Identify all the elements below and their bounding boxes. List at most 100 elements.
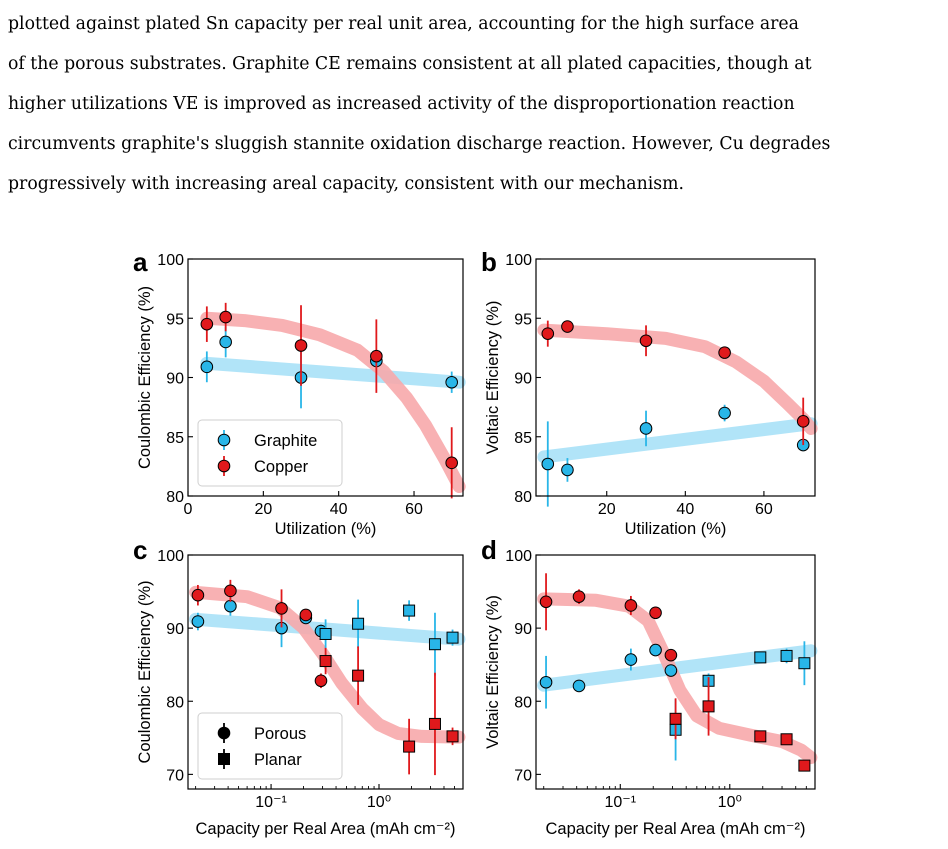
x-tick-label: 10⁰: [367, 794, 391, 811]
point-copper-porous: [299, 608, 313, 622]
paragraph-line: of the porous substrates. Graphite CE re…: [8, 54, 812, 74]
point-graphite-planar: [446, 631, 459, 644]
x-axis-label: Utilization (%): [625, 520, 727, 538]
y-tick-label: 90: [514, 371, 532, 388]
point-copper: [370, 349, 383, 363]
point-copper-planar: [403, 740, 416, 753]
plot-frame: [535, 554, 816, 790]
trend-band-copper: [189, 585, 466, 744]
y-tick-label: 100: [157, 548, 184, 565]
point-copper-planar: [319, 655, 332, 668]
point-copper: [561, 320, 574, 333]
point-graphite-porous: [649, 643, 662, 657]
point-graphite-planar: [798, 657, 811, 670]
x-tick-label: 60: [755, 501, 773, 518]
paragraph-line: circumvents graphite's sluggish stannite…: [8, 134, 831, 154]
x-tick-label: 20: [598, 501, 616, 518]
legend-marker: [218, 753, 230, 765]
legend-marker: [217, 459, 231, 473]
legend-label: Graphite: [254, 432, 317, 450]
x-axis-label: Utilization (%): [275, 520, 377, 538]
y-tick-label: 70: [166, 767, 184, 784]
panel-c: 70 80 90 100 10⁻¹ 10⁰ Capacity per Real Area (…: [133, 535, 466, 838]
trend-band-graphite: [537, 644, 818, 692]
point-graphite: [718, 406, 731, 420]
y-axis-label: Voltaic Efficiency (%): [484, 595, 502, 749]
point-copper-porous: [539, 595, 553, 609]
x-axis-label: Capacity per Real Area (mAh cm⁻²): [546, 820, 806, 838]
paragraph-line: progressively with increasing areal capa…: [8, 174, 684, 194]
panel-a: 80 85 90 95 100 0 20 40 60 Utilization (%) Coulomb…: [133, 247, 466, 538]
panel-b: 80 85 90 95 100 20 40 60 Utilization (%) Voltaic …: [481, 247, 818, 538]
point-graphite-porous: [539, 675, 553, 689]
point-graphite: [541, 457, 555, 471]
legend-box: [197, 419, 343, 487]
y-tick-label: 80: [166, 489, 184, 506]
point-copper: [200, 317, 214, 331]
point-graphite: [639, 422, 653, 435]
plot-frame: [535, 258, 816, 497]
point-graphite-porous: [572, 679, 586, 693]
legend-marker: [217, 433, 231, 447]
point-graphite: [445, 375, 458, 389]
y-tick-label: 70: [514, 767, 532, 784]
point-copper-porous: [572, 590, 586, 603]
x-tick-label: 10⁻¹: [604, 794, 636, 811]
paragraph-line: plotted against plated Sn capacity per r…: [8, 14, 799, 34]
y-tick-label: 90: [166, 621, 184, 638]
point-copper-porous: [649, 606, 662, 620]
y-tick-label: 80: [166, 694, 184, 711]
trend-band-graphite: [537, 417, 818, 464]
point-copper: [294, 339, 308, 352]
point-graphite-porous: [191, 615, 205, 628]
legend-label: Planar: [254, 751, 302, 769]
point-copper: [541, 327, 555, 340]
panel-letter: b: [481, 247, 497, 277]
point-copper-porous: [191, 588, 205, 602]
point-graphite: [561, 463, 574, 477]
point-graphite: [200, 360, 214, 374]
point-graphite-planar: [780, 649, 793, 662]
point-copper-planar: [780, 733, 793, 746]
x-tick-label: 60: [405, 501, 423, 518]
y-tick-label: 100: [505, 252, 532, 269]
point-copper-porous: [224, 584, 237, 598]
trend-band-graphite: [200, 356, 466, 389]
y-tick-label: 100: [505, 548, 532, 565]
body-paragraph: plotted against plated Sn capacity per r…: [8, 4, 944, 204]
panel-letter: a: [133, 247, 148, 277]
point-graphite-porous: [624, 653, 638, 666]
y-axis-label: Coulombic Efficiency (%): [136, 286, 154, 469]
panel-letter: d: [481, 535, 497, 565]
point-copper-planar: [702, 700, 715, 713]
point-graphite-planar: [319, 627, 332, 640]
y-tick-label: 90: [514, 621, 532, 638]
point-copper-planar: [428, 717, 441, 730]
point-copper-porous: [275, 602, 288, 615]
y-axis-label: Coulombic Efficiency (%): [136, 580, 154, 763]
paragraph-line: higher utilizations VE is improved as in…: [8, 94, 795, 114]
x-tick-label: 0: [184, 501, 193, 518]
point-copper: [639, 334, 653, 348]
y-tick-label: 85: [166, 430, 184, 447]
point-copper: [796, 415, 810, 428]
point-copper-porous: [624, 599, 638, 612]
point-copper-planar: [754, 730, 767, 743]
legend-marker: [217, 726, 231, 740]
point-copper-planar: [669, 712, 682, 725]
y-tick-label: 80: [514, 489, 532, 506]
trend-band-copper: [537, 323, 818, 435]
panel-d: 70 80 90 100 10⁻¹ 10⁰ Capacity per Real Area (…: [481, 535, 818, 838]
point-copper-planar: [798, 759, 811, 772]
point-copper-porous: [314, 674, 328, 688]
point-copper-planar: [352, 669, 365, 682]
point-graphite-planar: [403, 604, 416, 617]
point-graphite-planar: [428, 638, 441, 651]
panel-letter: c: [133, 535, 147, 565]
point-copper: [718, 346, 731, 359]
y-tick-label: 95: [514, 311, 532, 328]
point-copper: [219, 310, 232, 324]
legend-label: Porous: [254, 725, 306, 743]
point-graphite-porous: [224, 599, 237, 613]
